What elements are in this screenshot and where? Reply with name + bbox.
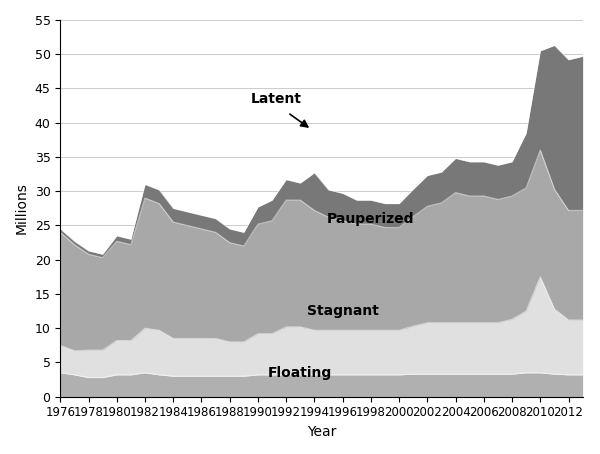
Text: Latent: Latent [251, 92, 302, 106]
X-axis label: Year: Year [307, 425, 336, 439]
Text: Floating: Floating [268, 366, 332, 380]
Y-axis label: Millions: Millions [15, 183, 29, 234]
Text: Stagnant: Stagnant [307, 304, 379, 318]
Text: Pauperized: Pauperized [327, 212, 415, 226]
